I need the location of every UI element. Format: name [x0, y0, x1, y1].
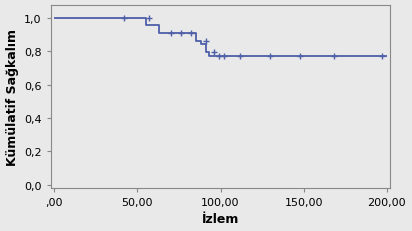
- X-axis label: İzlem: İzlem: [202, 213, 239, 225]
- Y-axis label: Kümülatif Sağkalım: Kümülatif Sağkalım: [5, 29, 19, 165]
